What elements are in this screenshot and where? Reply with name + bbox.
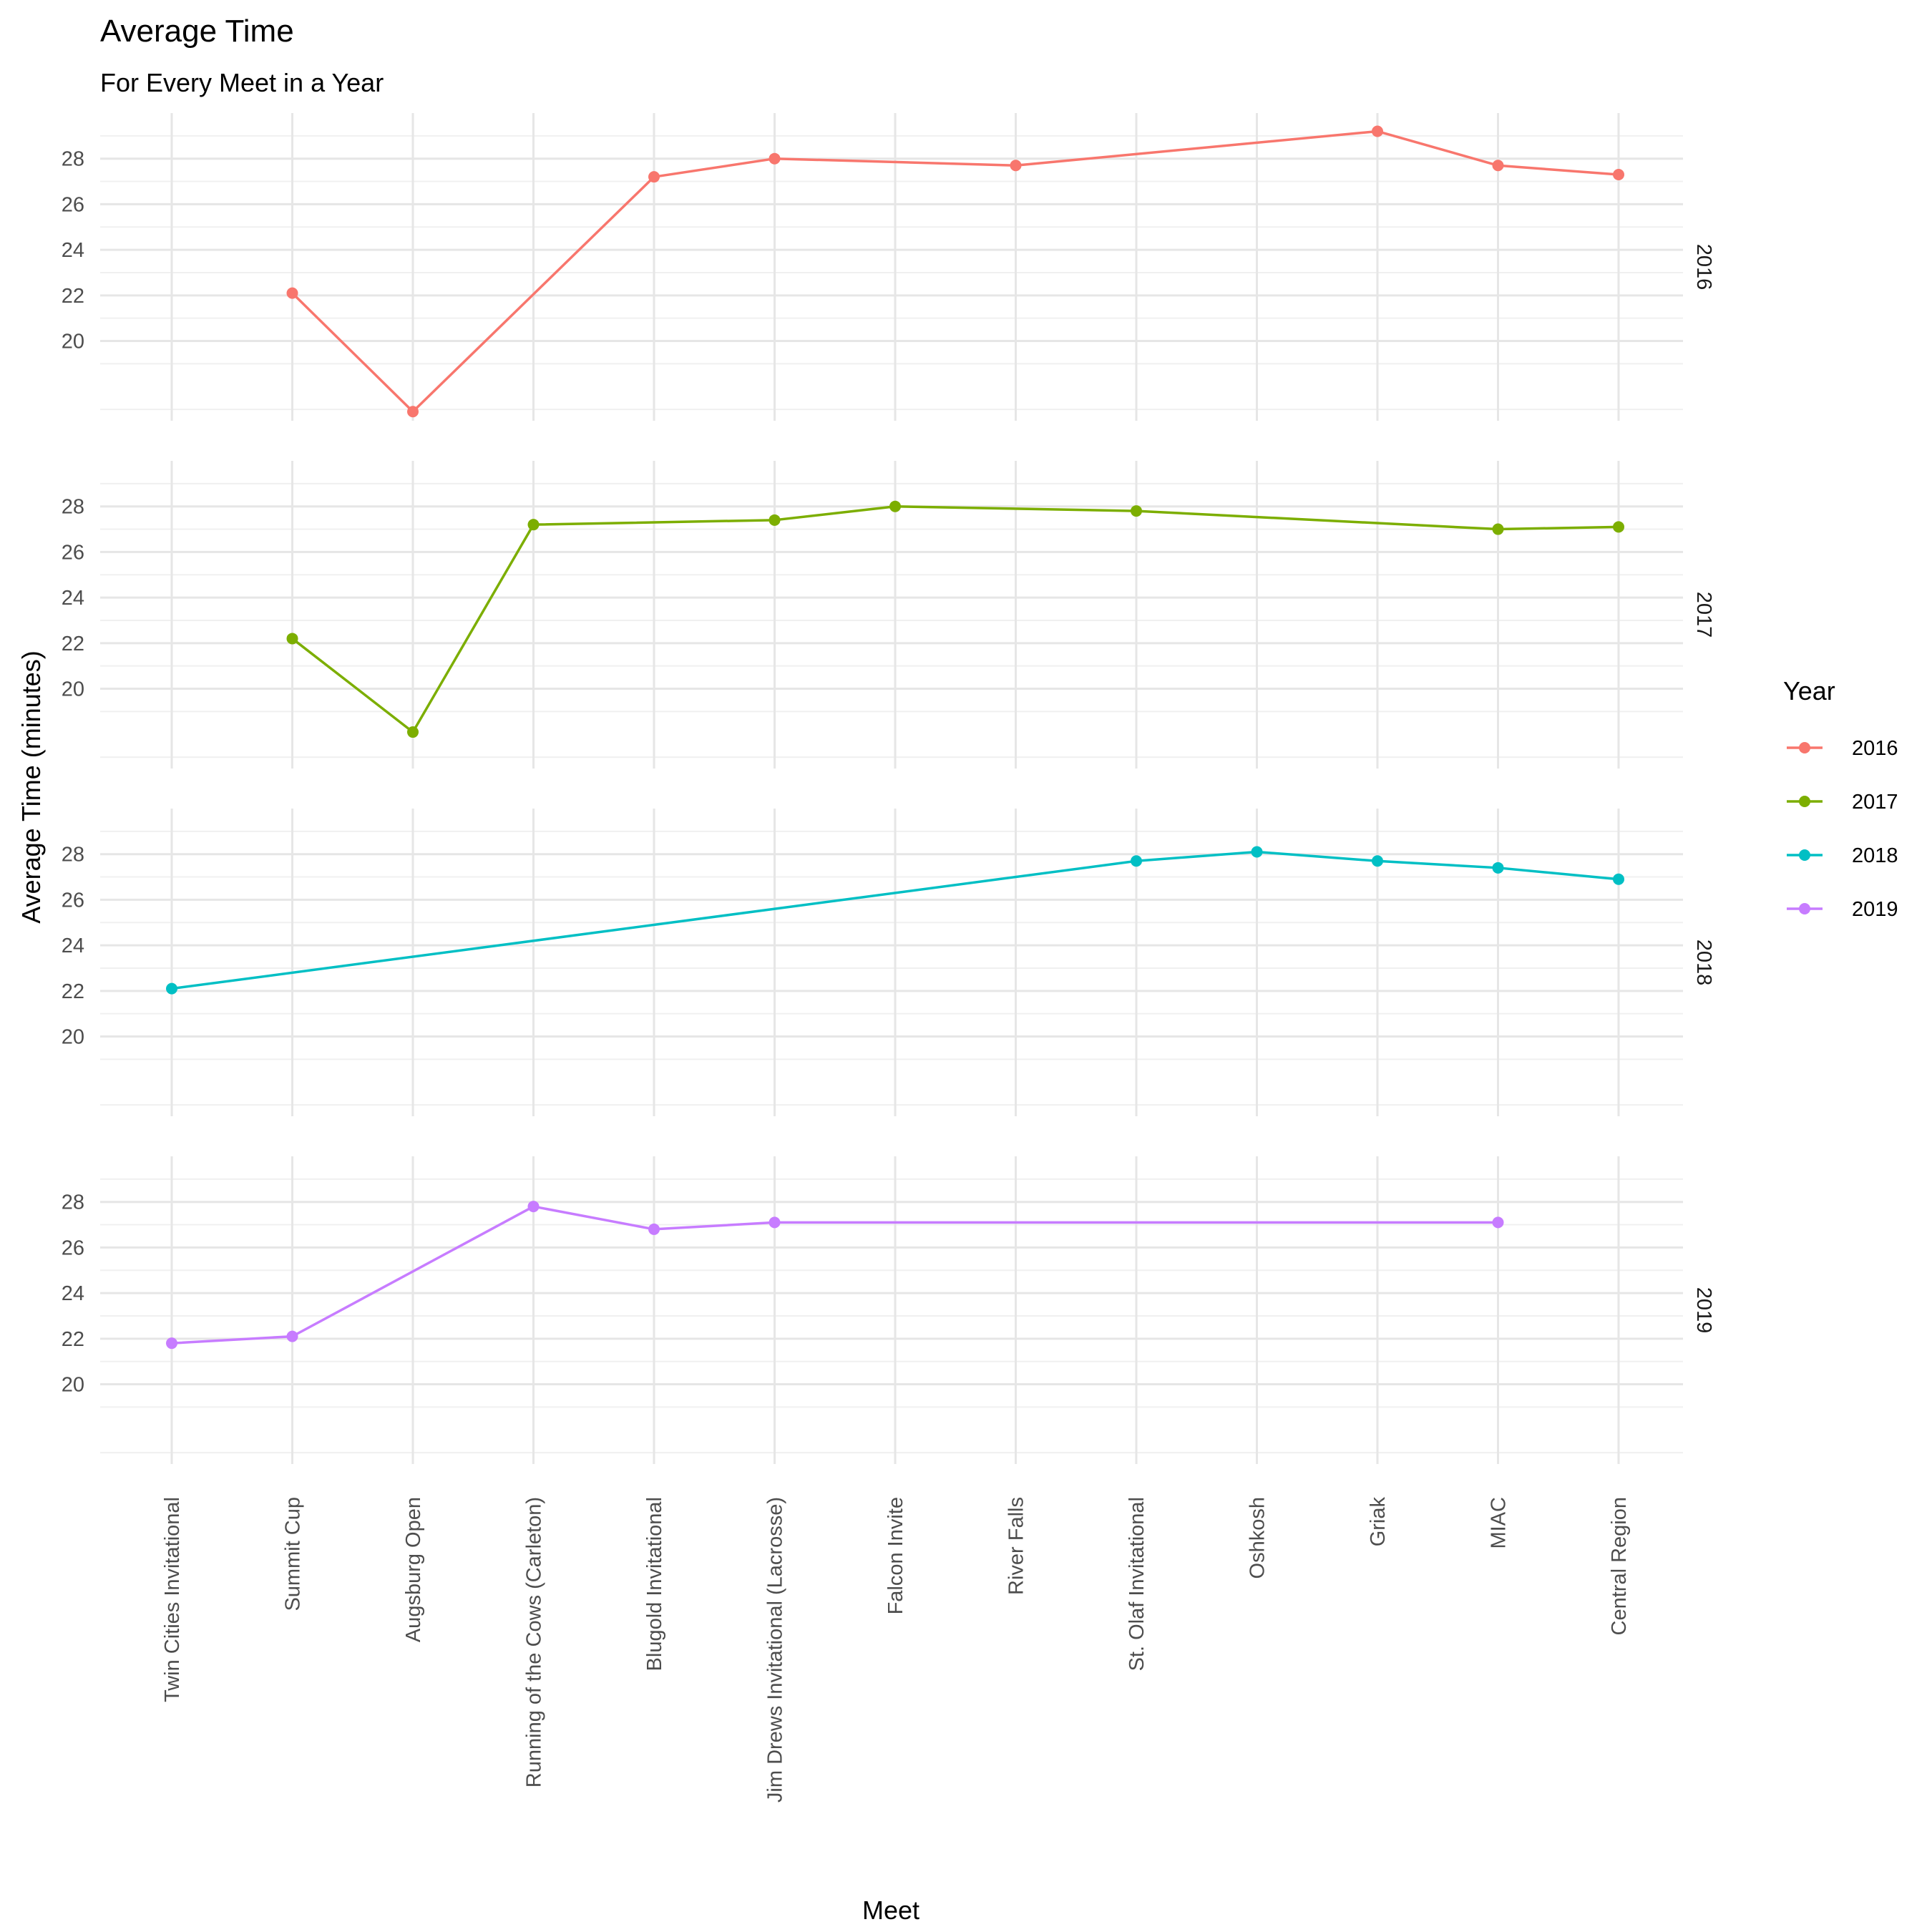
y-tick-label: 26 — [62, 889, 84, 912]
legend-title: Year — [1783, 676, 1835, 706]
legend-item-2019: 2019 — [1787, 898, 1898, 921]
y-tick-label: 20 — [62, 1026, 84, 1049]
legend-item-2018: 2018 — [1787, 844, 1898, 867]
data-point — [407, 726, 419, 738]
legend-marker — [1799, 849, 1810, 861]
data-point — [769, 152, 781, 165]
data-point — [1131, 855, 1142, 867]
x-tick-label: Central Region — [1608, 1497, 1631, 1635]
y-tick-label: 22 — [62, 1328, 84, 1351]
y-axis-title: Average Time (minutes) — [16, 650, 46, 923]
chart-subtitle: For Every Meet in a Year — [100, 68, 384, 97]
x-tick-label: Jim Drews Invitational (Lacrosse) — [764, 1497, 787, 1802]
data-point — [769, 514, 781, 526]
facet-panel-2019: 20 22 24 26 28 2019 — [62, 1156, 1715, 1464]
legend-marker — [1799, 742, 1810, 753]
series-line-2019 — [171, 1205, 1498, 1345]
data-point — [1492, 1216, 1504, 1229]
y-tick-label: 28 — [62, 148, 84, 171]
y-tick-label: 26 — [62, 541, 84, 564]
data-point — [1251, 846, 1263, 858]
chart-title: Average Time — [100, 14, 294, 49]
y-tick-label: 28 — [62, 1191, 84, 1214]
data-point — [1372, 855, 1383, 867]
y-tick-label: 24 — [62, 587, 84, 610]
y-tick-label: 24 — [62, 239, 84, 262]
data-point — [769, 1216, 781, 1229]
facet-panel-2017: 20 22 24 26 28 2017 — [62, 461, 1715, 769]
data-point — [527, 519, 540, 531]
facet-panel-2018: 20 22 24 26 28 2018 — [62, 809, 1715, 1116]
data-point — [286, 633, 298, 645]
y-tick-label: 26 — [62, 193, 84, 216]
x-axis-ticks: Twin Cities Invitational Summit Cup Augsbu… — [161, 1497, 1631, 1803]
legend-marker — [1799, 796, 1810, 807]
legend-marker — [1799, 903, 1810, 914]
data-point — [1010, 160, 1022, 172]
data-point — [889, 500, 901, 512]
x-tick-label: MIAC — [1488, 1497, 1511, 1549]
series-line-2018 — [171, 850, 1619, 990]
legend-label: 2019 — [1852, 898, 1898, 921]
y-tick-label: 20 — [62, 678, 84, 701]
x-axis-title: Meet — [862, 1896, 919, 1925]
legend-label: 2016 — [1852, 737, 1898, 760]
legend-items: 2016 2017 2018 2019 — [1787, 737, 1898, 921]
y-tick-label: 24 — [62, 1282, 84, 1305]
legend: Year 2016 2017 2018 2019 — [1783, 676, 1898, 921]
x-tick-label: Augsburg Open — [402, 1497, 425, 1642]
facet-strip-label: 2017 — [1692, 592, 1715, 638]
data-point — [166, 1337, 177, 1350]
y-tick-label: 22 — [62, 980, 84, 1003]
data-point — [648, 1223, 660, 1235]
x-tick-label: Running of the Cows (Carleton) — [523, 1497, 546, 1787]
data-point — [1492, 160, 1504, 172]
series-line-2017 — [291, 504, 1619, 733]
x-tick-label: St. Olaf Invitational — [1126, 1497, 1148, 1671]
y-tick-label: 20 — [62, 1374, 84, 1397]
y-tick-label: 28 — [62, 844, 84, 867]
x-tick-label: River Falls — [1005, 1497, 1028, 1595]
legend-item-2017: 2017 — [1787, 791, 1898, 814]
data-point — [1372, 125, 1383, 137]
legend-label: 2018 — [1852, 844, 1898, 867]
facet-panel-2016: 20 22 24 26 28 2016 — [62, 113, 1715, 421]
y-tick-label: 24 — [62, 935, 84, 957]
y-tick-label: 20 — [62, 331, 84, 353]
x-tick-label: Blugold Invitational — [643, 1497, 666, 1671]
y-tick-label: 26 — [62, 1236, 84, 1259]
data-point — [407, 406, 419, 418]
data-point — [1613, 521, 1624, 533]
series-line-2016 — [291, 130, 1619, 414]
x-tick-label: Oshkosh — [1246, 1497, 1269, 1579]
data-point — [1492, 862, 1504, 874]
x-tick-label: Falcon Invite — [884, 1497, 907, 1614]
data-point — [527, 1201, 540, 1213]
y-tick-label: 22 — [62, 633, 84, 655]
facet-strip-label: 2018 — [1692, 940, 1715, 986]
data-point — [286, 287, 298, 299]
x-tick-label: Summit Cup — [282, 1497, 305, 1611]
facet-strip-label: 2019 — [1692, 1287, 1715, 1334]
x-tick-label: Griak — [1367, 1497, 1390, 1547]
data-point — [1613, 169, 1624, 180]
data-point — [286, 1330, 298, 1342]
data-point — [166, 982, 177, 995]
x-tick-label: Twin Cities Invitational — [161, 1497, 184, 1702]
data-point — [1492, 523, 1504, 535]
facet-panels: 2022242628201620222426282017202224262820… — [62, 113, 1715, 1464]
data-point — [1613, 873, 1624, 885]
y-tick-label: 28 — [62, 496, 84, 519]
facet-strip-label: 2016 — [1692, 244, 1715, 291]
y-tick-label: 22 — [62, 285, 84, 308]
legend-item-2016: 2016 — [1787, 737, 1898, 760]
legend-label: 2017 — [1852, 791, 1898, 814]
data-point — [648, 171, 660, 183]
data-point — [1131, 505, 1142, 517]
